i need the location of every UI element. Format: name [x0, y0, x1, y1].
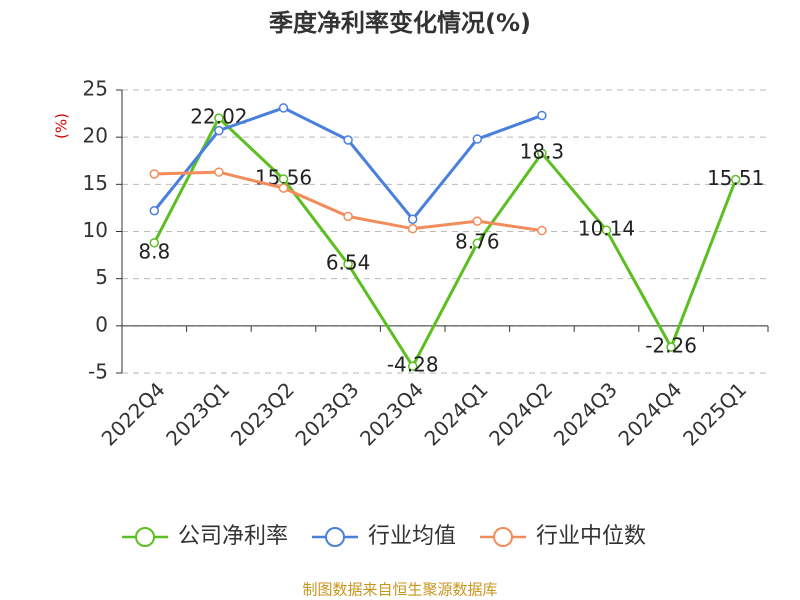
data-label: 10.14 [578, 217, 635, 241]
point [149, 205, 160, 216]
x-tick-label: 2024Q4 [613, 377, 686, 450]
x-tick-label: 2022Q4 [97, 377, 170, 450]
x-tick-label: 2023Q3 [290, 377, 363, 450]
legend-label: 行业均值 [368, 524, 456, 549]
point [537, 148, 547, 158]
data-label: 18.3 [520, 140, 565, 164]
chart-title: 季度净利率变化情况(%) [269, 9, 531, 37]
series-line [154, 170, 543, 233]
legend-item: 公司净利率 [122, 524, 288, 549]
point [149, 169, 160, 179]
point [407, 361, 418, 371]
point [278, 183, 289, 193]
y-tick-label: 0 [95, 312, 108, 336]
point [214, 125, 224, 136]
legend-marker [135, 527, 155, 547]
x-tick-label: 2024Q2 [484, 377, 557, 450]
point [472, 216, 483, 226]
data-label: -4.28 [387, 353, 439, 377]
point [601, 225, 612, 235]
y-tick-label: 15 [83, 171, 108, 195]
y-tick-label: 5 [95, 265, 108, 289]
point [278, 103, 289, 113]
y-tick-label: -5 [88, 360, 108, 384]
point [666, 342, 676, 352]
point [537, 110, 547, 121]
legend-marker [325, 527, 346, 547]
legend-marker [493, 527, 514, 547]
y-tick-label: 20 [83, 124, 108, 148]
data-label: 8.76 [455, 230, 500, 254]
point [730, 174, 741, 185]
y-axis-label: (%) [53, 113, 71, 139]
series-line [152, 115, 738, 370]
x-tick-label: 2023Q4 [355, 377, 428, 450]
x-tick-label: 2024Q3 [549, 377, 622, 450]
source-note: 制图数据来自恒生聚源数据库 [302, 581, 497, 599]
data-label: 8.8 [138, 239, 170, 263]
y-tick-label: 10 [83, 218, 108, 242]
point [537, 225, 547, 236]
x-tick-label: 2024Q1 [420, 377, 493, 450]
data-label: 22.02 [190, 105, 247, 129]
y-tick-label: 25 [83, 77, 108, 101]
legend-label: 行业中位数 [536, 524, 646, 549]
data-label: -2.26 [645, 334, 697, 358]
point [278, 174, 289, 184]
point [343, 259, 353, 269]
point [343, 211, 353, 222]
data-label: 15.51 [707, 166, 764, 190]
point [407, 214, 418, 224]
x-tick-label: 2023Q1 [161, 377, 234, 450]
point [472, 238, 483, 248]
point [472, 134, 483, 144]
legend-item: 行业中位数 [480, 524, 646, 549]
point [149, 238, 160, 248]
x-tick-label: 2023Q2 [226, 377, 299, 450]
point [214, 167, 224, 177]
point [214, 113, 224, 123]
point [343, 135, 353, 145]
point [407, 223, 418, 234]
legend-label: 公司净利率 [178, 524, 288, 549]
legend-item: 行业均值 [312, 524, 456, 549]
x-tick-label: 2025Q1 [678, 377, 751, 450]
data-label: 6.54 [326, 251, 371, 275]
